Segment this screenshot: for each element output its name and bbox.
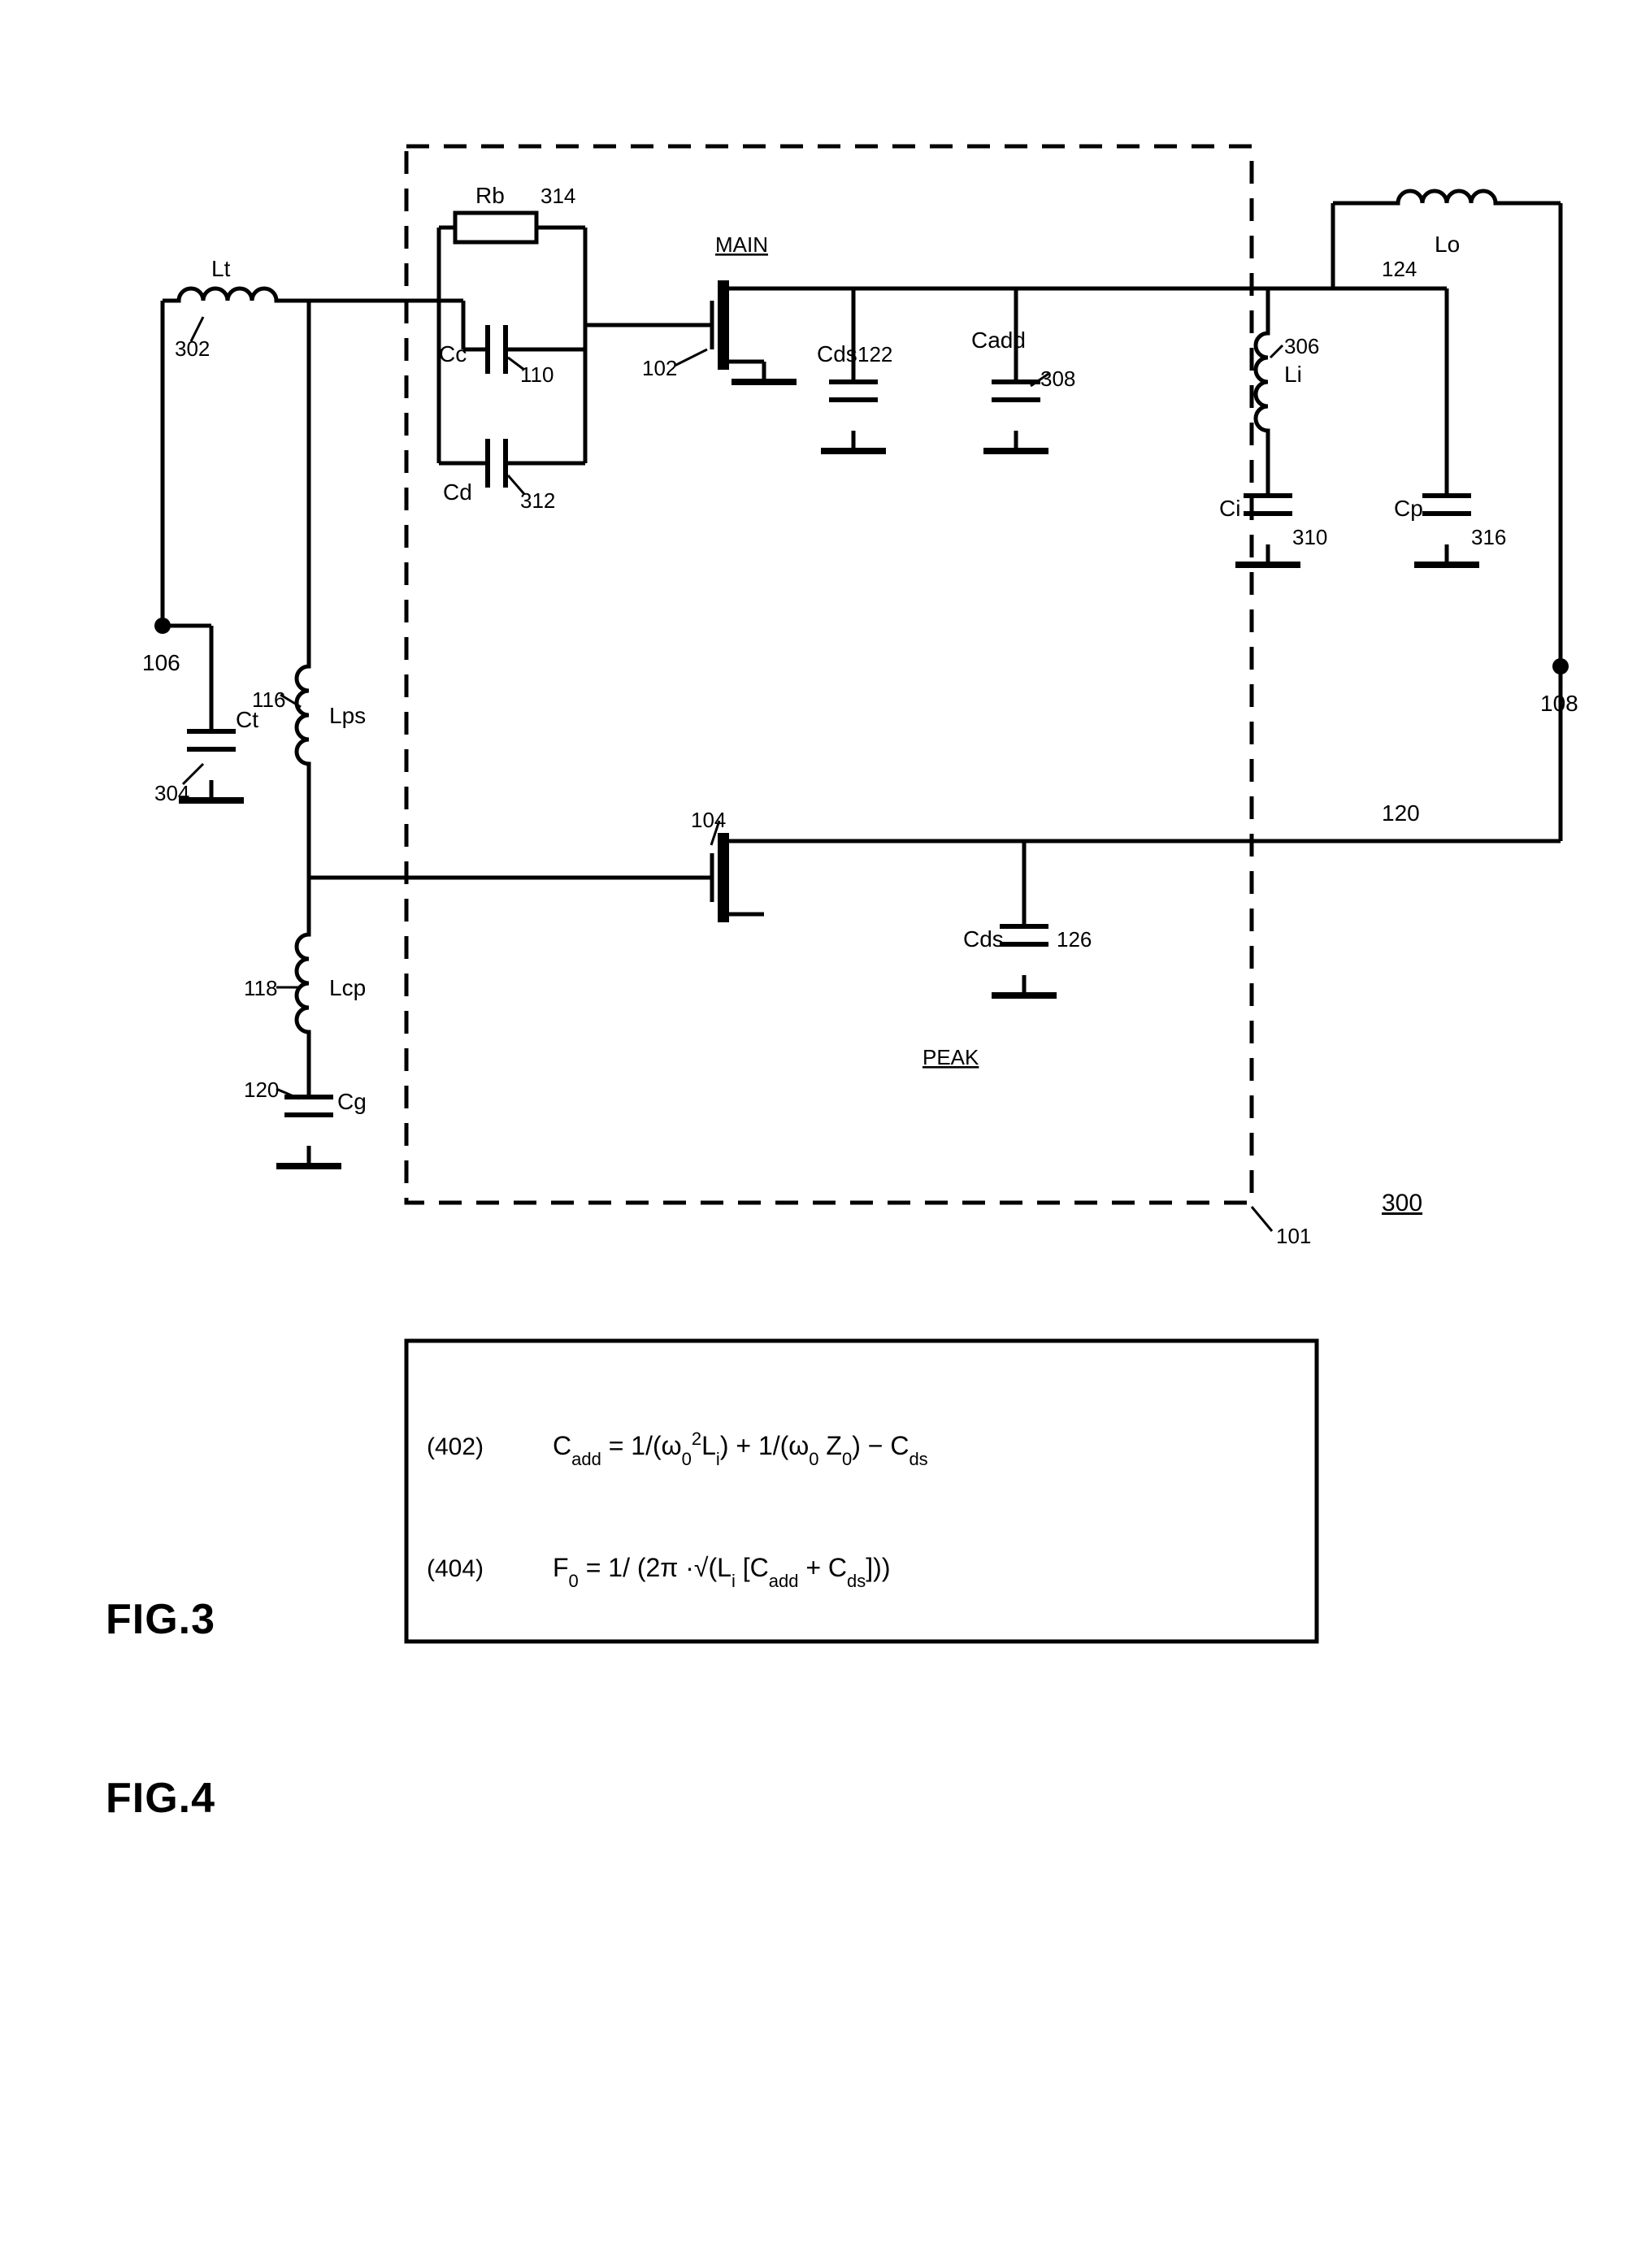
ref-104: 104 <box>691 808 726 832</box>
label-lps: Lps <box>329 703 366 728</box>
output-network <box>1333 191 1569 674</box>
main-output-caps <box>821 288 1048 451</box>
fig3-title: FIG.3 <box>106 1596 215 1643</box>
label-lt: Lt <box>211 256 231 281</box>
ref-101: 101 <box>1276 1224 1311 1248</box>
label-peak: PEAK <box>923 1045 979 1069</box>
ref-312: 312 <box>520 488 555 513</box>
ref-120-port: 120 <box>1382 800 1420 826</box>
intermediate-network <box>1235 203 1382 565</box>
ref-300: 300 <box>1382 1190 1422 1216</box>
ref-306: 306 <box>1284 334 1319 358</box>
ref-314: 314 <box>540 184 575 208</box>
label-rb: Rb <box>475 183 505 208</box>
ref-108: 108 <box>1540 691 1578 716</box>
labels-fig3: MAIN PEAK 106 108 120 Lt 302 Ct 304 Lps … <box>142 183 1578 1248</box>
label-cds2: Cds <box>963 926 1004 952</box>
ref-126: 126 <box>1057 927 1092 952</box>
gate-bias-network <box>439 213 687 488</box>
eq2-ref: (404) <box>427 1555 484 1582</box>
figure4-group: (402) (404) Cadd = 1/(ω02Li) + 1/(ω0 Z0)… <box>406 1341 1317 1641</box>
ref-122: 122 <box>857 342 892 366</box>
label-cds1: Cds <box>817 341 857 366</box>
eq1-ref: (402) <box>427 1433 484 1460</box>
diagram-canvas: MAIN PEAK 106 108 120 Lt 302 Ct 304 Lps … <box>0 0 1641 2268</box>
label-lcp: Lcp <box>329 975 366 1000</box>
phase-shift-network <box>276 301 687 1166</box>
ref-304: 304 <box>154 781 189 805</box>
ref-110: 110 <box>520 362 554 387</box>
label-li: Li <box>1284 362 1302 387</box>
ref-106: 106 <box>142 650 180 675</box>
ref-116: 116 <box>252 687 285 712</box>
peak-output-line <box>764 666 1561 995</box>
label-ci: Ci <box>1219 496 1240 521</box>
fig4-title: FIG.4 <box>106 1775 215 1822</box>
label-cadd: Cadd <box>971 327 1026 353</box>
ref-316: 316 <box>1471 525 1506 549</box>
ref-102: 102 <box>642 356 677 380</box>
ref-308: 308 <box>1040 366 1075 391</box>
label-cg: Cg <box>337 1089 367 1114</box>
eq2: F0 = 1/ (2π ·√(Li [Cadd + Cds])) <box>553 1553 890 1591</box>
ref-120: 120 <box>244 1078 279 1102</box>
eq1: Cadd = 1/(ω02Li) + 1/(ω0 Z0) − Cds <box>553 1429 928 1469</box>
label-cc: Cc <box>439 341 467 366</box>
main-transistor <box>687 280 1252 382</box>
boundary-box <box>406 146 1252 1203</box>
label-lo: Lo <box>1435 232 1460 257</box>
ref-310: 310 <box>1292 525 1327 549</box>
ref-118: 118 <box>244 976 277 1000</box>
label-cp: Cp <box>1394 496 1423 521</box>
label-main: MAIN <box>715 232 768 257</box>
label-cd: Cd <box>443 479 472 505</box>
peak-transistor <box>687 666 1561 922</box>
